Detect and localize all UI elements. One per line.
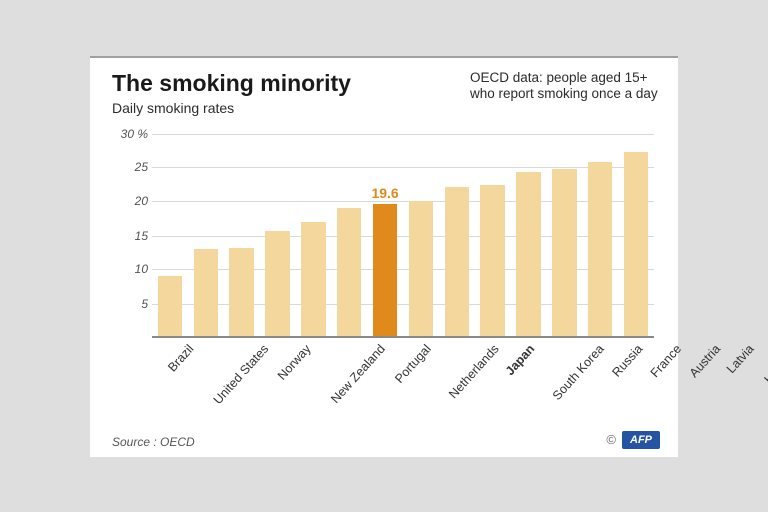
chart-title: The smoking minority <box>112 70 470 97</box>
bar <box>194 249 218 336</box>
bar <box>265 231 289 335</box>
bar <box>373 204 397 336</box>
bar-wrap <box>511 134 547 336</box>
bar <box>624 152 648 336</box>
chart-description: OECD data: people aged 15+ who report sm… <box>470 70 660 116</box>
bars: 19.6 <box>152 134 654 338</box>
bar-wrap <box>260 134 296 336</box>
bar-wrap: 19.6 <box>367 134 403 336</box>
chart-area: 51015202530 % 19.6 BrazilUnited StatesNo… <box>112 126 660 416</box>
bar-wrap <box>224 134 260 336</box>
bar <box>445 187 469 335</box>
bar <box>337 208 361 336</box>
bar-wrap <box>152 134 188 336</box>
bar <box>516 172 540 336</box>
bar-callout: 19.6 <box>371 185 398 204</box>
x-tick-label: Russia <box>609 341 645 379</box>
bar-wrap <box>475 134 511 336</box>
chart-subtitle: Daily smoking rates <box>112 100 470 116</box>
y-tick-label: 30 % <box>120 127 148 141</box>
bar <box>301 222 325 335</box>
bar-wrap <box>188 134 224 336</box>
x-tick-label: United States <box>211 341 272 406</box>
x-tick-label: Austria <box>687 341 723 379</box>
x-tick-label: New Zealand <box>328 341 388 405</box>
footer: Source : OECD © AFP <box>112 431 660 449</box>
y-tick-label: 20 <box>120 194 148 208</box>
y-tick-label: 15 <box>120 229 148 243</box>
y-tick-label: 5 <box>120 297 148 311</box>
y-tick-label: 25 <box>120 160 148 174</box>
x-tick-label: Hungary <box>762 341 768 385</box>
x-tick-label: Portugal <box>393 341 435 385</box>
bar <box>229 248 253 336</box>
bar <box>480 185 504 336</box>
x-tick-label: Brazil <box>165 341 196 374</box>
x-tick-label: Norway <box>275 341 314 382</box>
bar-wrap <box>403 134 439 336</box>
bar <box>588 162 612 336</box>
x-tick-label: Japan <box>503 341 538 377</box>
chart-card: The smoking minority Daily smoking rates… <box>90 56 678 457</box>
bar-wrap <box>295 134 331 336</box>
source-label: Source : OECD <box>112 435 195 449</box>
y-tick-label: 10 <box>120 262 148 276</box>
x-tick-label: France <box>648 341 684 379</box>
x-tick-label: South Korea <box>550 341 607 402</box>
x-axis-labels: BrazilUnited StatesNorwayNew ZealandPort… <box>152 342 654 356</box>
bar-wrap <box>331 134 367 336</box>
plot-region: 51015202530 % 19.6 <box>152 134 654 338</box>
bar-wrap <box>582 134 618 336</box>
copyright-icon: © <box>606 432 616 447</box>
bar-wrap <box>546 134 582 336</box>
bar-wrap <box>439 134 475 336</box>
title-block: The smoking minority Daily smoking rates <box>112 70 470 116</box>
attribution: © AFP <box>606 431 660 449</box>
card-top-rule <box>90 56 678 58</box>
bar <box>409 201 433 336</box>
bar-wrap <box>618 134 654 336</box>
bar <box>158 276 182 335</box>
bar <box>552 169 576 335</box>
x-tick-label: Netherlands <box>446 341 502 400</box>
x-tick-label: Latvia <box>724 341 757 375</box>
header: The smoking minority Daily smoking rates… <box>112 70 660 116</box>
afp-logo: AFP <box>622 431 660 449</box>
